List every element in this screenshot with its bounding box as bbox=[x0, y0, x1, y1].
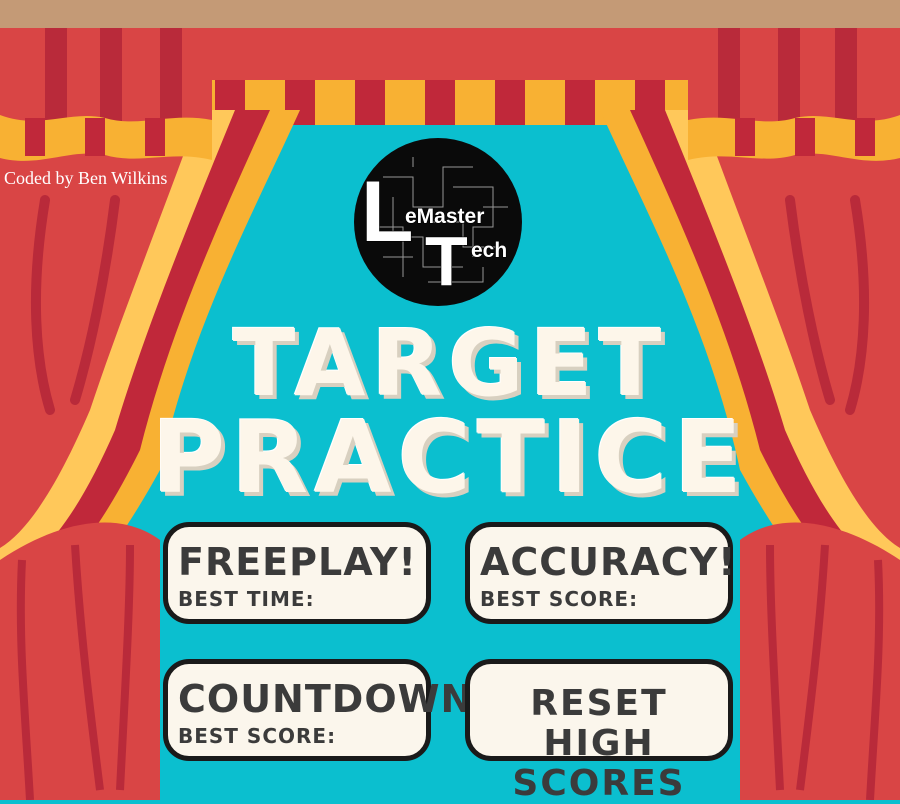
title-line-2: PRACTICE bbox=[151, 399, 749, 516]
freeplay-label: FREEPLAY! bbox=[178, 540, 417, 584]
accuracy-label: ACCURACY! bbox=[480, 540, 737, 584]
title-line-1: TARGET bbox=[232, 310, 668, 417]
right-top-drape bbox=[688, 28, 900, 161]
credit-text: Coded by Ben Wilkins bbox=[4, 168, 168, 188]
countdown-label: COUNTDOWN! bbox=[178, 677, 492, 721]
right-curtain bbox=[600, 110, 900, 800]
left-top-drape bbox=[0, 28, 212, 161]
curtain-rod bbox=[0, 0, 900, 30]
left-curtain bbox=[0, 110, 300, 800]
logo-word-emaster: eMaster bbox=[405, 205, 484, 228]
logo-letter-t: T bbox=[425, 222, 468, 300]
logo-letter-l: L bbox=[361, 164, 414, 260]
freeplay-button[interactable]: FREEPLAY! BEST TIME: bbox=[163, 522, 431, 624]
reset-high-scores-label: RESET HIGH SCORES bbox=[512, 683, 686, 804]
accuracy-button[interactable]: ACCURACY! BEST SCORE: bbox=[465, 522, 737, 624]
reset-high-scores-button[interactable]: RESET HIGH SCORES bbox=[465, 659, 733, 804]
countdown-button[interactable]: COUNTDOWN! BEST SCORE: bbox=[163, 659, 491, 761]
logo-word-ech: ech bbox=[471, 239, 507, 262]
lemastertech-logo: L eMaster T ech bbox=[354, 138, 522, 306]
freeplay-best-time: BEST TIME: bbox=[178, 587, 315, 611]
accuracy-best-score: BEST SCORE: bbox=[480, 587, 639, 611]
countdown-best-score: BEST SCORE: bbox=[178, 724, 337, 748]
